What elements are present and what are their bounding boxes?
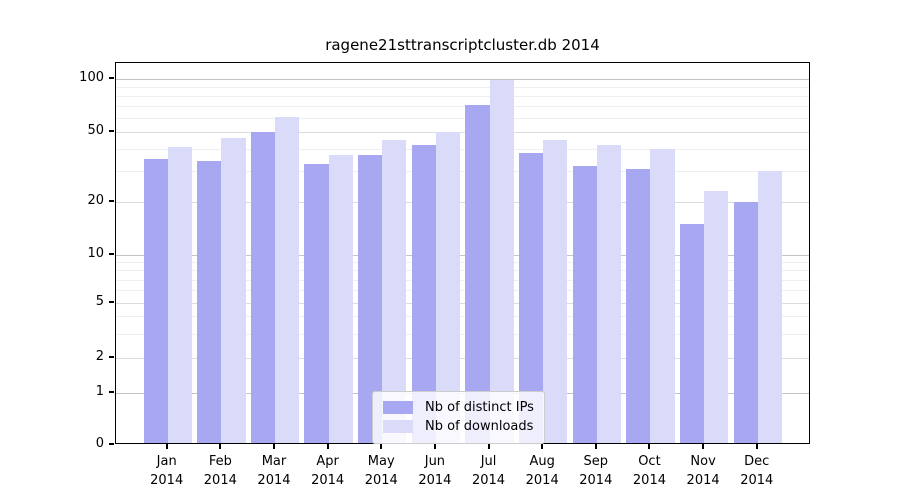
y-label-20: 20	[87, 193, 104, 208]
y-label-100: 100	[79, 69, 104, 85]
x-label-year-jun: 2014	[418, 473, 452, 488]
bar-downloads-sep	[596, 145, 621, 443]
x-tick-sep	[594, 444, 597, 449]
y-label-5: 5	[95, 294, 104, 309]
x-tick-nov	[702, 444, 705, 449]
y-tick-10	[109, 253, 114, 255]
bar-ips-mar	[250, 132, 275, 443]
y-tick-0	[109, 443, 114, 445]
bar-ips-oct	[626, 168, 651, 443]
gridline-minor-4	[116, 316, 809, 318]
y-tick-5	[109, 301, 114, 303]
x-label-jun: Jun 2014	[403, 452, 467, 490]
gridline-minor-8	[116, 270, 809, 272]
legend-label-downloads: Nb of downloads	[425, 419, 534, 434]
bar-ips-nov	[679, 223, 705, 443]
x-tick-jul	[487, 444, 490, 449]
legend-swatch-ips	[383, 401, 413, 414]
bar-ips-jul	[465, 104, 490, 443]
x-tick-feb	[219, 444, 222, 449]
y-tick-100	[109, 76, 114, 79]
bar-ips-feb	[197, 161, 222, 443]
gridline-50	[116, 132, 809, 133]
x-label-nov: Nov 2014	[671, 452, 735, 490]
x-label-mar: Mar 2014	[242, 452, 306, 490]
legend-row-downloads: Nb of downloads	[383, 417, 534, 436]
gridline-minor-80	[116, 95, 809, 97]
bar-downloads-nov	[704, 191, 729, 443]
gridline-minor-7	[116, 279, 809, 281]
bar-ips-apr	[304, 163, 329, 443]
bar-downloads-jan	[167, 147, 192, 443]
gridline-2	[116, 358, 809, 359]
x-label-year-jan: 2014	[150, 473, 184, 488]
x-label-year-sep: 2014	[579, 473, 613, 488]
gridline-minor-3	[116, 333, 809, 335]
gridline-minor-6	[116, 290, 809, 292]
gridline-10	[116, 255, 809, 256]
y-tick-20	[109, 200, 114, 202]
x-tick-jan	[165, 444, 168, 449]
gridline-minor-90	[116, 86, 809, 88]
bar-ips-sep	[572, 166, 597, 443]
plot-area	[115, 62, 810, 444]
x-label-year-may: 2014	[364, 473, 398, 488]
y-tick-2	[109, 356, 114, 358]
legend-swatch-downloads	[383, 420, 413, 433]
y-label-10: 10	[87, 246, 104, 261]
bar-downloads-apr	[328, 155, 353, 443]
x-label-year-nov: 2014	[686, 473, 720, 488]
gridline-minor-60	[116, 117, 809, 119]
x-tick-dec	[755, 444, 758, 449]
x-label-aug: Aug 2014	[510, 452, 574, 490]
y-label-2: 2	[95, 349, 104, 364]
x-tick-mar	[272, 444, 275, 449]
gridline-minor-9	[116, 262, 809, 264]
x-tick-oct	[648, 444, 651, 449]
y-label-1: 1	[95, 384, 104, 399]
gridline-20	[116, 202, 809, 203]
bar-downloads-oct	[650, 149, 675, 443]
gridline-minor-70	[116, 106, 809, 108]
gridline-minor-30	[116, 171, 809, 173]
bar-downloads-mar	[274, 116, 300, 443]
x-label-jul: Jul 2014	[457, 452, 521, 490]
bar-downloads-dec	[757, 171, 782, 443]
x-label-feb: Feb 2014	[188, 452, 252, 490]
bar-downloads-feb	[221, 138, 246, 443]
x-label-sep: Sep 2014	[564, 452, 628, 490]
bar-ips-dec	[733, 202, 758, 443]
x-label-year-feb: 2014	[203, 473, 237, 488]
gridline-minor-40	[116, 149, 809, 151]
x-tick-jun	[433, 444, 436, 449]
x-tick-aug	[541, 444, 544, 449]
gridline-100	[116, 78, 809, 80]
y-label-50: 50	[87, 123, 104, 138]
x-label-dec: Dec 2014	[725, 452, 789, 490]
y-tick-1	[109, 391, 114, 393]
x-label-year-jul: 2014	[471, 473, 506, 488]
x-label-oct: Oct 2014	[617, 452, 681, 490]
x-tick-apr	[326, 444, 329, 449]
legend-row-ips: Nb of distinct IPs	[383, 398, 534, 417]
x-tick-may	[380, 444, 383, 449]
bar-downloads-aug	[543, 140, 568, 443]
x-label-year-aug: 2014	[525, 473, 559, 488]
x-label-apr: Apr 2014	[296, 452, 360, 490]
chart-title: ragene21sttranscriptcluster.db 2014	[325, 36, 600, 54]
x-label-year-apr: 2014	[311, 473, 345, 488]
gridline-5	[116, 303, 809, 304]
x-label-year-oct: 2014	[632, 473, 666, 488]
x-label-jan: Jan 2014	[135, 452, 199, 490]
legend: Nb of distinct IPs Nb of downloads	[372, 391, 545, 444]
legend-label-ips: Nb of distinct IPs	[425, 400, 534, 415]
x-label-may: May 2014	[349, 452, 413, 490]
y-label-0: 0	[95, 436, 104, 451]
x-label-year-dec: 2014	[740, 473, 774, 488]
x-label-year-mar: 2014	[257, 473, 291, 488]
y-tick-50	[109, 130, 114, 132]
bar-downloads-jul	[489, 80, 514, 443]
bar-ips-jan	[143, 159, 168, 443]
